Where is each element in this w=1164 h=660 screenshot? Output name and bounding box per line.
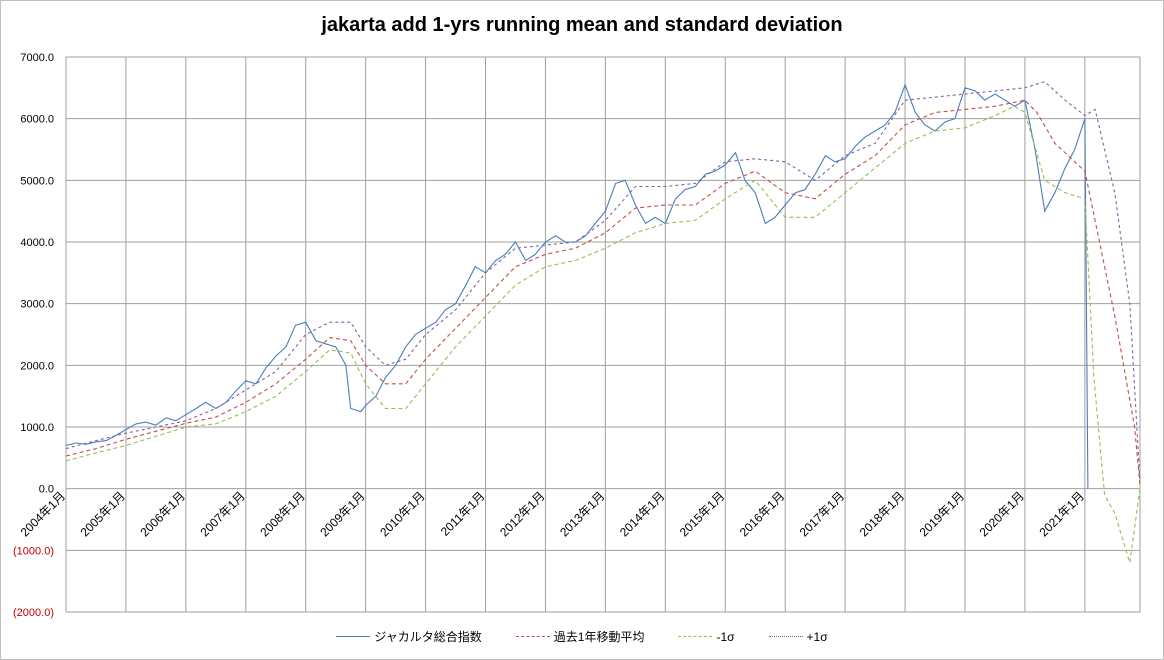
y-tick-label: (2000.0) [13, 607, 54, 619]
legend-item-index: ジャカルタ総合指数 [336, 628, 482, 645]
x-tick-label: 2011年1月 [438, 489, 488, 539]
legend: ジャカルタ総合指数 過去1年移動平均 -1σ +1σ [0, 628, 1164, 645]
legend-label-index: ジャカルタ総合指数 [374, 630, 482, 644]
x-tick-label: 2009年1月 [317, 489, 367, 539]
legend-swatch-plus-sigma [768, 636, 803, 637]
x-tick-label: 2013年1月 [557, 489, 607, 539]
legend-swatch-minus-sigma [678, 636, 713, 637]
y-tick-label: 1000.0 [20, 422, 54, 434]
x-tick-label: 2005年1月 [78, 489, 128, 539]
x-tick-label: 2008年1月 [257, 489, 307, 539]
series-plus-sigma-line [65, 81, 1141, 483]
x-tick-label: 2014年1月 [617, 489, 667, 539]
legend-item-mean: 過去1年移動平均 [515, 628, 645, 645]
x-tick-label: 2017年1月 [797, 489, 847, 539]
y-tick-label: 0.0 [39, 484, 54, 496]
series-mean-line [65, 99, 1141, 486]
x-tick-label: 2018年1月 [857, 489, 907, 539]
x-tick-label: 2004年1月 [18, 489, 68, 539]
x-tick-label: 2019年1月 [917, 489, 967, 539]
x-tick-label: 2006年1月 [138, 489, 188, 539]
legend-item-minus-sigma: -1σ [678, 628, 735, 645]
legend-label-minus-sigma: -1σ [716, 629, 735, 644]
x-tick-label: 2012年1月 [497, 489, 547, 539]
y-tick-label: 7000.0 [20, 52, 54, 64]
x-tick-label: 2015年1月 [677, 489, 727, 539]
legend-label-mean: 過去1年移動平均 [553, 630, 645, 644]
x-tick-label: 2021年1月 [1037, 489, 1087, 539]
y-tick-label: 3000.0 [20, 299, 54, 311]
x-tick-label: 2020年1月 [977, 489, 1027, 539]
x-tick-label: 2007年1月 [197, 489, 247, 539]
legend-swatch-mean [515, 636, 550, 637]
y-tick-label: 6000.0 [20, 114, 54, 126]
legend-swatch-index [336, 636, 371, 637]
y-tick-label: 2000.0 [20, 360, 54, 372]
y-tick-label: 4000.0 [20, 237, 54, 249]
series-index-line [65, 83, 1089, 489]
y-tick-label: (1000.0) [13, 545, 54, 557]
x-tick-label: 2016年1月 [737, 489, 787, 539]
x-tick-label: 2010年1月 [377, 489, 427, 539]
legend-item-plus-sigma: +1σ [768, 628, 828, 645]
series-minus-sigma-line [65, 105, 1141, 563]
legend-label-plus-sigma: +1σ [806, 629, 828, 644]
chart-title: jakarta add 1-yrs running mean and stand… [321, 14, 843, 36]
y-tick-label: 5000.0 [20, 175, 54, 187]
